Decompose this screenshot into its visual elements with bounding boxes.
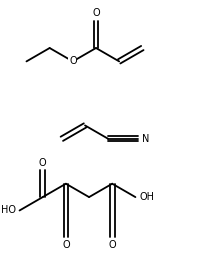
Text: HO: HO xyxy=(1,206,16,215)
Text: O: O xyxy=(39,158,47,168)
Text: OH: OH xyxy=(139,192,154,202)
Text: O: O xyxy=(92,8,100,18)
Text: O: O xyxy=(69,56,77,66)
Text: O: O xyxy=(62,240,70,250)
Text: O: O xyxy=(108,240,116,250)
Text: N: N xyxy=(142,134,150,144)
